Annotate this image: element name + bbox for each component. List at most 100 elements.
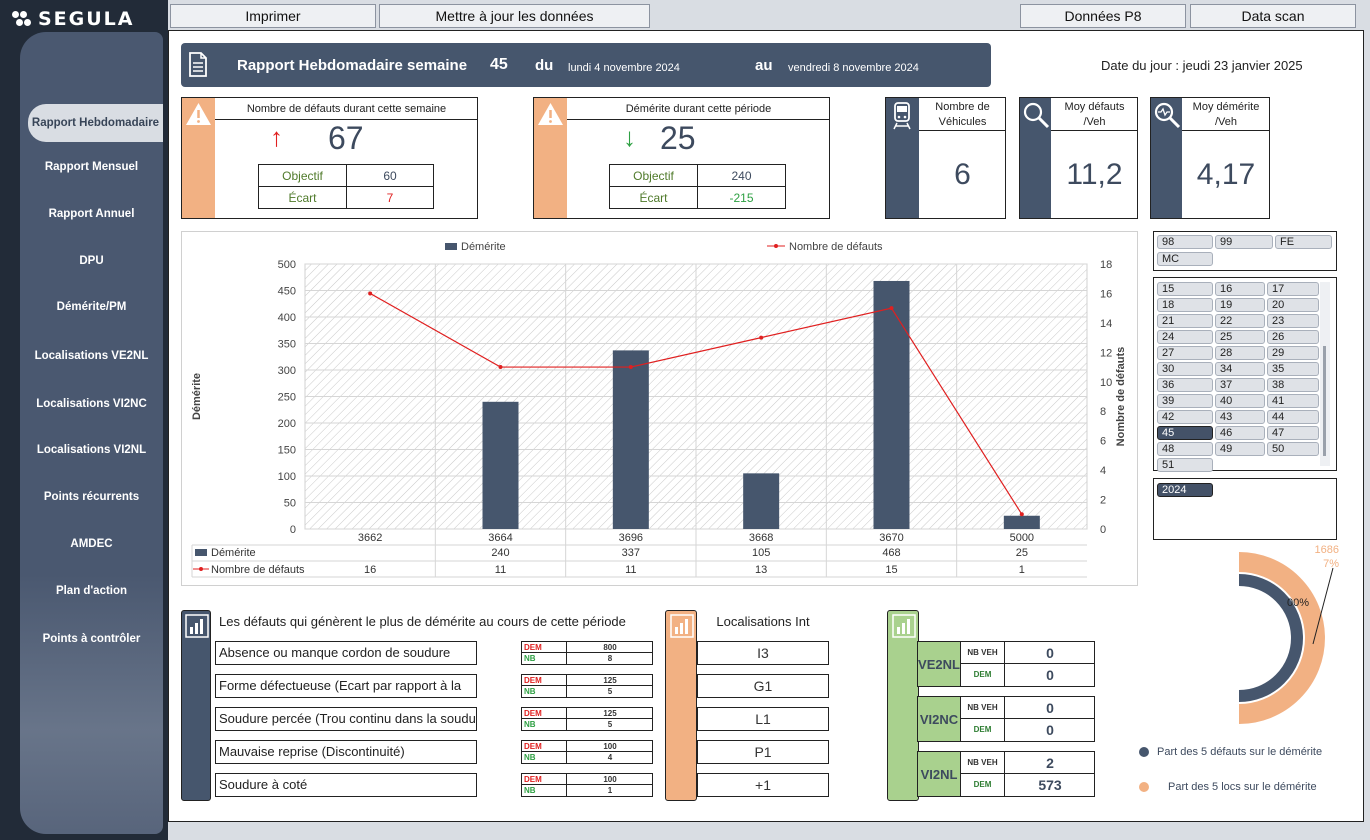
au-label: au bbox=[755, 57, 773, 74]
week-chip[interactable]: 34 bbox=[1215, 362, 1265, 376]
week-chip[interactable]: 37 bbox=[1215, 378, 1265, 392]
nav-rapport-hebdomadaire[interactable]: Rapport Hebdomadaire bbox=[28, 104, 163, 142]
nav-localisations-vi2nl[interactable]: Localisations VI2NL bbox=[36, 444, 147, 456]
kpi-demerit-objective-table: Objectif 240 Écart -215 bbox=[609, 164, 786, 209]
type-chip[interactable]: 99 bbox=[1215, 235, 1273, 249]
week-chip[interactable]: 47 bbox=[1267, 426, 1319, 440]
week-chip[interactable]: 19 bbox=[1215, 298, 1265, 312]
week-chip[interactable]: 44 bbox=[1267, 410, 1319, 424]
x-tick-label: 5000 bbox=[1010, 532, 1034, 544]
nb-veh-value: 2 bbox=[1005, 752, 1095, 774]
location-row: L1 bbox=[697, 707, 829, 731]
week-chip[interactable]: 16 bbox=[1215, 282, 1265, 296]
chart-svg: 0501001502002503003504004505000246810121… bbox=[191, 241, 1127, 578]
nav-panel: Rapport Hebdomadaire Rapport Mensuel Rap… bbox=[20, 32, 163, 834]
week-chip[interactable]: 28 bbox=[1215, 346, 1265, 360]
week-chip[interactable]: 42 bbox=[1157, 410, 1213, 424]
week-chip[interactable]: 20 bbox=[1267, 298, 1319, 312]
week-chip[interactable]: 35 bbox=[1267, 362, 1319, 376]
week-chip[interactable]: 29 bbox=[1267, 346, 1319, 360]
week-chip[interactable]: 43 bbox=[1215, 410, 1265, 424]
week-chip[interactable]: 18 bbox=[1157, 298, 1213, 312]
kpi-stripe bbox=[1151, 98, 1182, 218]
defect-row: Soudure percée (Trou continu dans la sou… bbox=[215, 707, 477, 731]
week-chip[interactable]: 25 bbox=[1215, 330, 1265, 344]
week-chip[interactable]: 27 bbox=[1157, 346, 1213, 360]
gap-label: Écart bbox=[258, 186, 347, 209]
data-scan-button[interactable]: Data scan bbox=[1190, 4, 1356, 28]
nb-label: NB bbox=[524, 687, 536, 696]
nav-amdec[interactable]: AMDEC bbox=[70, 538, 113, 550]
nav-localisations-vi2nc[interactable]: Localisations VI2NC bbox=[36, 398, 147, 410]
combo-chart: 0 50 100 150 200 250 300 350 400 450 500 0 2 4 6 8 10 12 1… bbox=[181, 231, 1138, 586]
vehicle-row: VI2NL NB VEH 2 DEM 573 bbox=[917, 751, 1095, 797]
week-scrollbar[interactable] bbox=[1320, 282, 1330, 466]
nb-value: 5 bbox=[607, 687, 613, 696]
kpi-avg-demerit-card: Moy démérite/Veh 4,17 bbox=[1150, 97, 1270, 219]
week-chip[interactable]: 21 bbox=[1157, 314, 1213, 328]
p8-data-button[interactable]: Données P8 bbox=[1020, 4, 1186, 28]
week-chip[interactable]: 50 bbox=[1267, 442, 1319, 456]
type-chip[interactable]: FE bbox=[1275, 235, 1332, 249]
week-chip[interactable]: 51 bbox=[1157, 458, 1213, 472]
week-chip[interactable]: 23 bbox=[1267, 314, 1319, 328]
donut-chart bbox=[1238, 552, 1334, 724]
week-chip[interactable]: 24 bbox=[1157, 330, 1213, 344]
week-chip[interactable]: 36 bbox=[1157, 378, 1213, 392]
legend-dot-locs bbox=[1139, 782, 1149, 792]
dem-veh-value: 0 bbox=[1046, 667, 1054, 683]
arrow-down-icon: ↓ bbox=[623, 122, 636, 152]
nav-plan-action[interactable]: Plan d'action bbox=[55, 585, 128, 597]
y2-tick-label: 2 bbox=[1100, 495, 1106, 507]
week-chip[interactable]: 45 bbox=[1157, 426, 1213, 440]
week-chip[interactable]: 48 bbox=[1157, 442, 1213, 456]
nav-rapport-mensuel[interactable]: Rapport Mensuel bbox=[44, 161, 139, 173]
type-chip[interactable]: MC bbox=[1157, 252, 1213, 266]
y-tick-label: 300 bbox=[278, 365, 296, 377]
y-axis-title: Démérite bbox=[191, 373, 203, 420]
line-point bbox=[628, 365, 633, 370]
week-chip[interactable]: 26 bbox=[1267, 330, 1319, 344]
nb-value: 8 bbox=[607, 654, 613, 663]
week-chip[interactable]: 22 bbox=[1215, 314, 1265, 328]
vehicle-row: VI2NC NB VEH 0 DEM 0 bbox=[917, 696, 1095, 742]
week-chip[interactable]: 30 bbox=[1157, 362, 1213, 376]
kpi-defects-label: Nombre de défauts durant cette semaine bbox=[215, 98, 478, 120]
dem-veh-label: DEM bbox=[961, 719, 1005, 741]
end-date: vendredi 8 novembre 2024 bbox=[788, 62, 919, 74]
nav-demerite-pm[interactable]: Démérite/PM bbox=[56, 301, 127, 313]
legend-bar-key bbox=[445, 243, 457, 250]
donut-inner-pct: 00% bbox=[1287, 597, 1310, 609]
nav-localisations-ve2nl[interactable]: Localisations VE2NL bbox=[34, 350, 149, 362]
week-chip[interactable]: 39 bbox=[1157, 394, 1213, 408]
week-chip[interactable]: 40 bbox=[1215, 394, 1265, 408]
gap-label: Écart bbox=[609, 186, 698, 209]
week-chip[interactable]: 15 bbox=[1157, 282, 1213, 296]
objective-value: 240 bbox=[697, 164, 786, 187]
dem-veh-label: DEM bbox=[961, 774, 1005, 796]
type-chip[interactable]: 98 bbox=[1157, 235, 1213, 249]
week-chip[interactable]: 17 bbox=[1267, 282, 1319, 296]
week-chip[interactable]: 41 bbox=[1267, 394, 1319, 408]
year-chip[interactable]: 2024 bbox=[1157, 483, 1213, 497]
dem-nb-table: DEM 100 NB 1 bbox=[521, 773, 653, 797]
nav-rapport-annuel[interactable]: Rapport Annuel bbox=[48, 208, 135, 220]
sidebar: SEGULA Rapport Hebdomadaire Rapport Mens… bbox=[0, 0, 168, 840]
week-chip[interactable]: 46 bbox=[1215, 426, 1265, 440]
nav-points-recurrents[interactable]: Points récurrents bbox=[43, 491, 140, 503]
nav-dpu[interactable]: DPU bbox=[79, 255, 104, 267]
print-button[interactable]: Imprimer bbox=[170, 4, 376, 28]
nav-background-image bbox=[20, 574, 163, 834]
week-chip[interactable]: 38 bbox=[1267, 378, 1319, 392]
y-tick-label: 0 bbox=[290, 524, 296, 536]
dem-veh-value: 0 bbox=[1046, 722, 1054, 738]
week-chip[interactable]: 49 bbox=[1215, 442, 1265, 456]
update-data-button[interactable]: Mettre à jour les données bbox=[379, 4, 650, 28]
kpi-stripe bbox=[1020, 98, 1051, 218]
kpi-demerit-label: Démérite durant cette période bbox=[567, 98, 830, 120]
legend-bar-label: Démérite bbox=[461, 241, 506, 253]
year-filter: 2024 bbox=[1153, 478, 1337, 540]
nb-veh-label: NB VEH bbox=[961, 752, 1005, 774]
nav-points-a-controler[interactable]: Points à contrôler bbox=[42, 633, 141, 645]
kpi-stripe bbox=[886, 98, 919, 218]
